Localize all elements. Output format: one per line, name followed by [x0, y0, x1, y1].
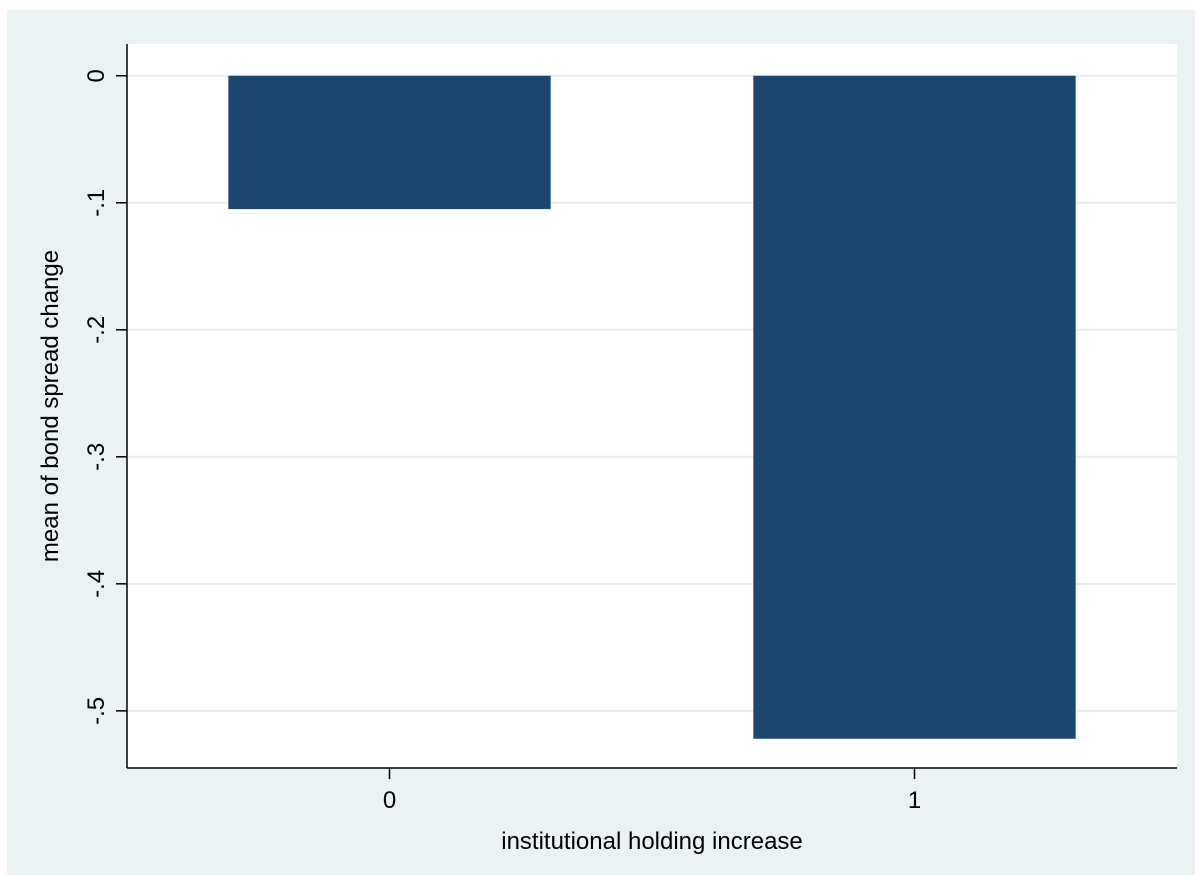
bar-1: [753, 75, 1076, 739]
x-axis-title: institutional holding increase: [501, 828, 803, 855]
y-axis-title: mean of bond spread change: [37, 250, 64, 562]
y-ticks: 0 -.1 -.2 -.3 -.4 -.5: [83, 69, 127, 725]
y-tick-label: -.5: [83, 697, 110, 725]
x-tick-label: 0: [383, 787, 396, 814]
bar-0: [228, 75, 551, 210]
bars: [228, 75, 1076, 739]
x-tick-label: 1: [908, 787, 921, 814]
y-tick-label: 0: [83, 69, 110, 82]
y-tick-label: -.3: [83, 443, 110, 471]
y-tick-label: -.4: [83, 570, 110, 598]
y-tick-label: -.2: [83, 316, 110, 344]
axes: [126, 44, 1177, 769]
y-tick-label: -.1: [83, 189, 110, 217]
